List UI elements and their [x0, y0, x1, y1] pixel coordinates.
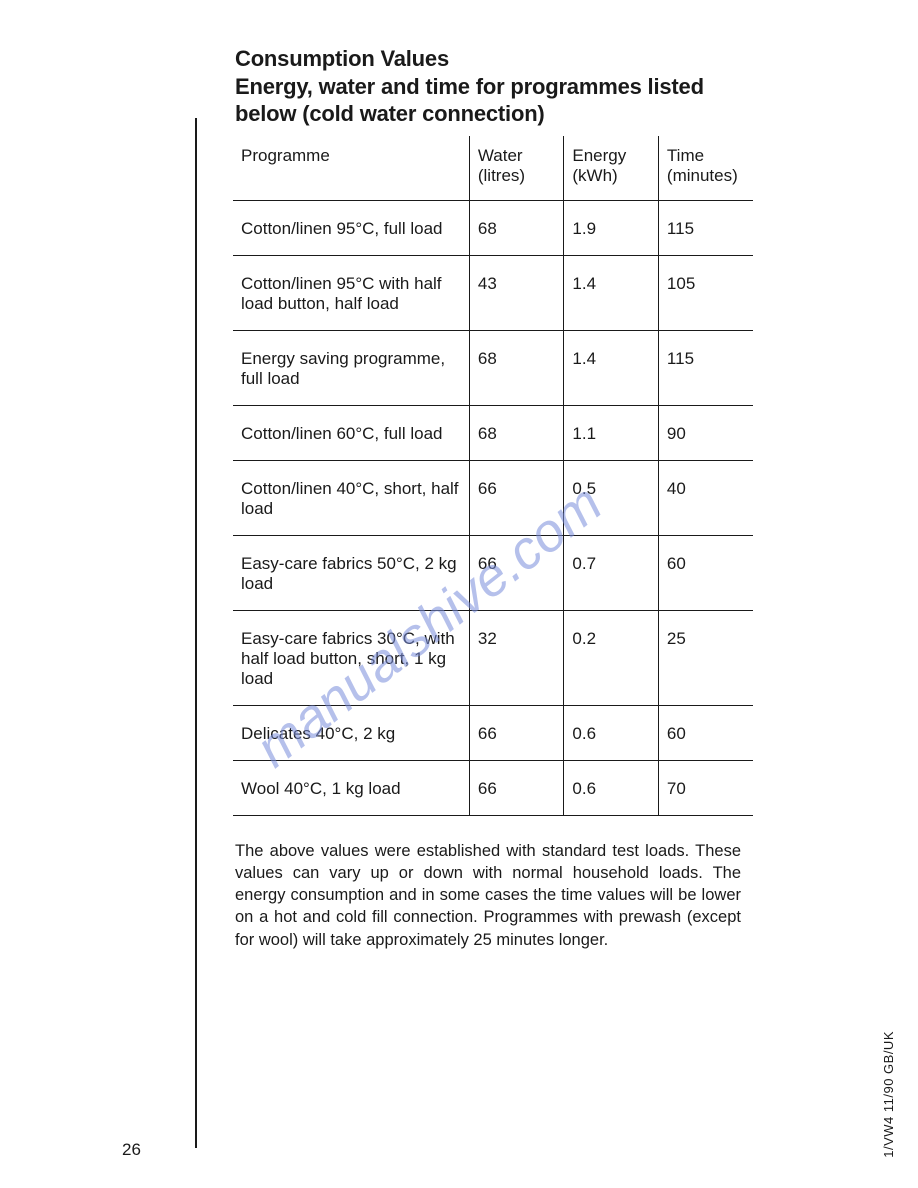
cell-time: 115 [658, 330, 753, 405]
cell-energy: 0.5 [564, 460, 659, 535]
cell-water: 66 [469, 460, 564, 535]
cell-programme: Wool 40°C, 1 kg load [233, 760, 469, 815]
side-document-code: 1/VW4 11/90 GB/UK [881, 1031, 896, 1158]
cell-water: 32 [469, 610, 564, 705]
heading-line-1: Consumption Values [235, 46, 449, 71]
cell-programme: Cotton/linen 40°C, short, half load [233, 460, 469, 535]
cell-programme: Cotton/linen 95°C with half load button,… [233, 255, 469, 330]
page-content: Consumption Values Energy, water and tim… [195, 45, 755, 951]
table-header-row: Programme Water (litres) Energy (kWh) Ti… [233, 136, 753, 201]
col-header-programme: Programme [233, 136, 469, 201]
table-row: Cotton/linen 95°C with half load button,… [233, 255, 753, 330]
table-row: Cotton/linen 95°C, full load 68 1.9 115 [233, 200, 753, 255]
page-heading: Consumption Values Energy, water and tim… [235, 45, 755, 128]
table-row: Delicates 40°C, 2 kg 66 0.6 60 [233, 705, 753, 760]
cell-energy: 1.4 [564, 255, 659, 330]
col-header-time: Time (minutes) [658, 136, 753, 201]
cell-energy: 1.4 [564, 330, 659, 405]
page-number: 26 [122, 1140, 141, 1160]
table-row: Wool 40°C, 1 kg load 66 0.6 70 [233, 760, 753, 815]
cell-programme: Cotton/linen 95°C, full load [233, 200, 469, 255]
cell-programme: Cotton/linen 60°C, full load [233, 405, 469, 460]
cell-energy: 1.1 [564, 405, 659, 460]
cell-programme: Easy-care fabrics 30°C, with half load b… [233, 610, 469, 705]
table-row: Easy-care fabrics 30°C, with half load b… [233, 610, 753, 705]
table-row: Energy saving programme, full load 68 1.… [233, 330, 753, 405]
cell-programme: Easy-care fabrics 50°C, 2 kg load [233, 535, 469, 610]
table-row: Cotton/linen 40°C, short, half load 66 0… [233, 460, 753, 535]
cell-time: 60 [658, 705, 753, 760]
footnote-text: The above values were established with s… [235, 840, 741, 951]
cell-energy: 0.6 [564, 760, 659, 815]
cell-time: 40 [658, 460, 753, 535]
cell-water: 66 [469, 760, 564, 815]
cell-time: 105 [658, 255, 753, 330]
cell-energy: 1.9 [564, 200, 659, 255]
consumption-table: Programme Water (litres) Energy (kWh) Ti… [233, 136, 753, 816]
cell-energy: 0.6 [564, 705, 659, 760]
heading-line-2: Energy, water and time for programmes li… [235, 73, 755, 128]
cell-time: 115 [658, 200, 753, 255]
col-header-water: Water (litres) [469, 136, 564, 201]
cell-water: 43 [469, 255, 564, 330]
cell-programme: Delicates 40°C, 2 kg [233, 705, 469, 760]
table-row: Easy-care fabrics 50°C, 2 kg load 66 0.7… [233, 535, 753, 610]
cell-time: 60 [658, 535, 753, 610]
table-row: Cotton/linen 60°C, full load 68 1.1 90 [233, 405, 753, 460]
cell-time: 70 [658, 760, 753, 815]
cell-time: 25 [658, 610, 753, 705]
cell-water: 68 [469, 200, 564, 255]
cell-water: 66 [469, 705, 564, 760]
cell-water: 66 [469, 535, 564, 610]
cell-energy: 0.2 [564, 610, 659, 705]
cell-water: 68 [469, 330, 564, 405]
cell-time: 90 [658, 405, 753, 460]
col-header-energy: Energy (kWh) [564, 136, 659, 201]
cell-programme: Energy saving programme, full load [233, 330, 469, 405]
cell-water: 68 [469, 405, 564, 460]
cell-energy: 0.7 [564, 535, 659, 610]
